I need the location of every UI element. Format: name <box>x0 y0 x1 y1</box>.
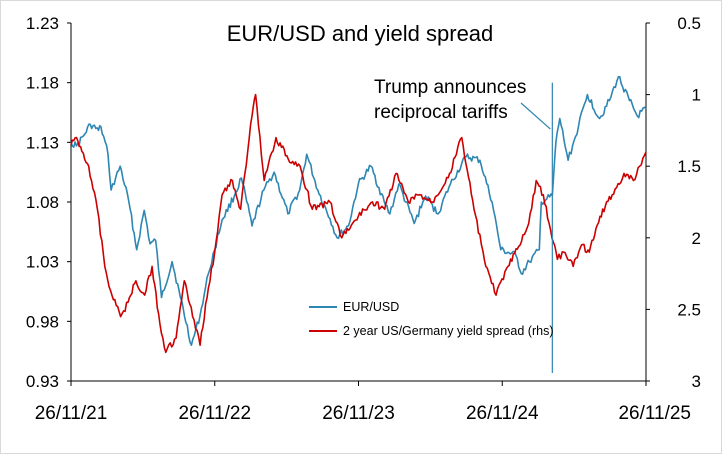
annotation-text-line: Trump announces <box>374 77 526 98</box>
x-tick-label: 26/11/24 <box>466 403 539 424</box>
x-tick-label: 26/11/22 <box>178 403 251 424</box>
left-tick-label: 1.18 <box>26 74 59 93</box>
right-tick-label: 0.5 <box>677 14 701 33</box>
right-tick-label: 3 <box>692 372 701 391</box>
series-layer <box>70 75 647 354</box>
right-tick-label: 1.5 <box>677 157 701 176</box>
left-tick-label: 0.98 <box>26 312 59 331</box>
right-tick-label: 2.5 <box>677 300 701 319</box>
series-line-yield-spread <box>70 93 647 354</box>
right-tick-label: 1 <box>692 86 701 105</box>
left-tick-label: 0.93 <box>26 372 59 391</box>
left-tick-label: 1.23 <box>26 14 59 33</box>
x-tick-labels: 26/11/21 26/11/22 26/11/23 26/11/24 26/11/25 <box>35 381 691 424</box>
left-tick-label: 1.03 <box>26 253 59 272</box>
left-tick-labels: 1.23 1.18 1.13 1.08 1.03 0.98 0.93 <box>26 14 71 391</box>
x-tick-label: 26/11/21 <box>35 403 108 424</box>
annotation-leader-line <box>520 102 551 130</box>
right-tick-label: 2 <box>692 229 701 248</box>
left-tick-label: 1.13 <box>26 133 59 152</box>
annotation-layer: Trump announces reciprocal tariffs <box>374 77 553 373</box>
legend-label-spread: 2 year US/Germany yield spread (rhs) <box>343 324 554 338</box>
x-tick-label: 26/11/23 <box>322 403 395 424</box>
annotation-text-line: reciprocal tariffs <box>374 102 508 123</box>
right-tick-labels: 0.5 1 1.5 2 2.5 3 <box>646 14 701 391</box>
x-tick-label: 26/11/25 <box>618 403 691 424</box>
left-tick-label: 1.08 <box>26 193 59 212</box>
legend-label-eurusd: EUR/USD <box>343 300 399 314</box>
chart-title: EUR/USD and yield spread <box>227 21 494 46</box>
legend: EUR/USD 2 year US/Germany yield spread (… <box>309 300 554 338</box>
series-line-eurusd <box>70 75 647 346</box>
